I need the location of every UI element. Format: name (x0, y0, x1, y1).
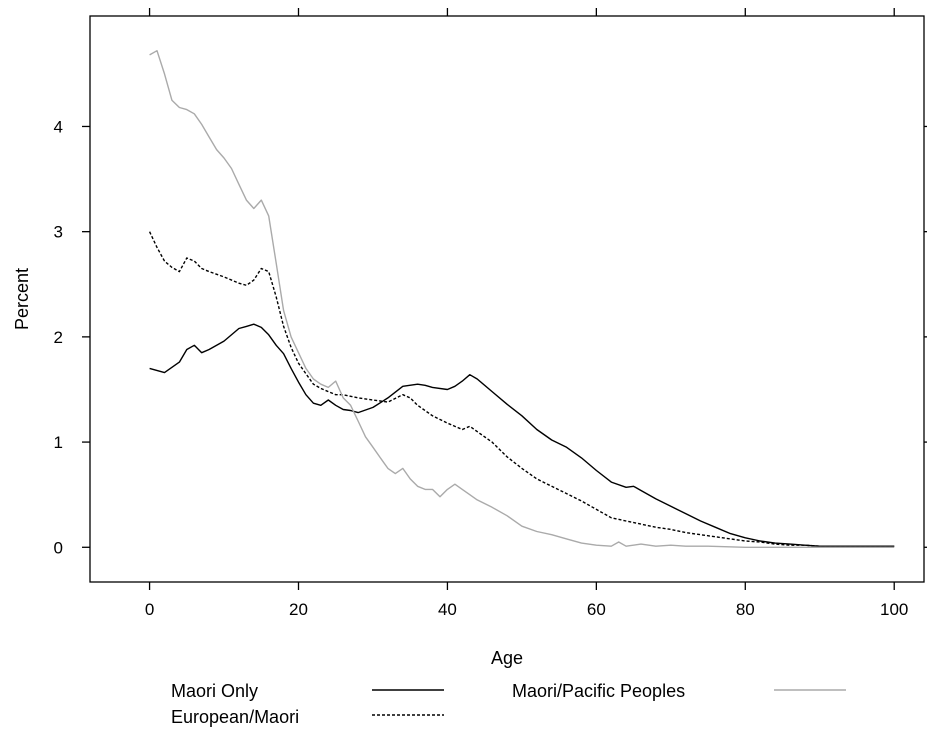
series-layer (148, 50, 895, 548)
y-tick-label: 4 (54, 117, 63, 136)
x-tick-label: 80 (736, 600, 755, 619)
y-tick-label: 3 (54, 223, 63, 242)
axis-layer: 0 20 40 60 80 100 0 1 2 3 4 (54, 8, 927, 619)
series-line-maori-only (149, 323, 895, 547)
legend-label-maori-only: Maori Only (171, 681, 258, 701)
legend-label-maori-pacific-peoples: Maori/Pacific Peoples (512, 681, 685, 701)
y-tick-label: 1 (54, 433, 63, 452)
y-tick-label: 2 (54, 328, 63, 347)
y-axis-title: Percent (12, 268, 32, 330)
legend: Maori Only European/Maori Maori/Pacific … (171, 681, 846, 727)
legend-label-european-maori: European/Maori (171, 707, 299, 727)
x-tick-label: 40 (438, 600, 457, 619)
series-line-maori-pacific-peoples (149, 50, 895, 548)
x-tick-label: 100 (880, 600, 908, 619)
y-tick-label: 0 (54, 538, 63, 557)
x-tick-label: 20 (289, 600, 308, 619)
x-tick-label: 0 (145, 600, 154, 619)
x-axis-title: Age (491, 648, 523, 668)
x-tick-label: 60 (587, 600, 606, 619)
plot-frame (89, 15, 925, 583)
series-line-european-maori (148, 231, 895, 547)
